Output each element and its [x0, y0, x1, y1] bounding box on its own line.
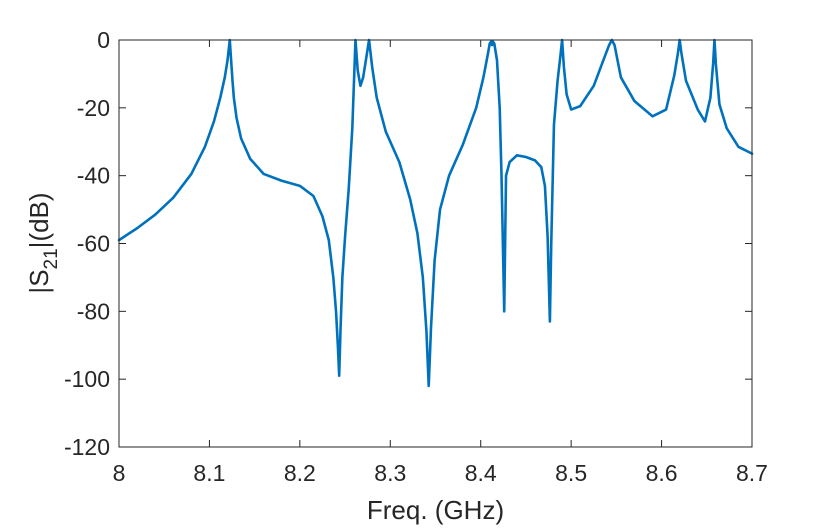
y-axis-label-suffix: |(dB) [24, 192, 54, 248]
curve-layer [117, 38, 754, 388]
y-axis-ticks: 0 -20 -40 -60 -80 -100 -120 [64, 27, 752, 460]
s21-series-line [117, 38, 754, 388]
x-tick-label: 8.3 [374, 460, 406, 486]
x-tick-label: 8.5 [555, 460, 587, 486]
y-axis-label-prefix: |S [24, 269, 54, 293]
x-axis-label: Freq. (GHz) [367, 495, 504, 525]
y-tick-label: -100 [64, 366, 110, 392]
x-tick-label: 8.2 [284, 460, 316, 486]
y-tick-label: -60 [77, 231, 110, 257]
x-axis-ticks: 8 8.1 8.2 8.3 8.4 8.5 8.6 8.7 [113, 40, 768, 486]
y-axis-label-subscript: 21 [41, 248, 62, 269]
x-tick-label: 8.1 [193, 460, 225, 486]
y-tick-label: -20 [77, 95, 110, 121]
x-tick-label: 8.7 [736, 460, 768, 486]
y-tick-label: -40 [77, 163, 110, 189]
y-axis-label: |S21|(dB) [24, 192, 62, 293]
x-tick-label: 8.6 [646, 460, 678, 486]
y-tick-label: -80 [77, 298, 110, 324]
y-tick-label: -120 [64, 434, 110, 460]
x-tick-label: 8.4 [465, 460, 497, 486]
y-tick-label: 0 [97, 27, 110, 53]
x-tick-label: 8 [113, 460, 126, 486]
